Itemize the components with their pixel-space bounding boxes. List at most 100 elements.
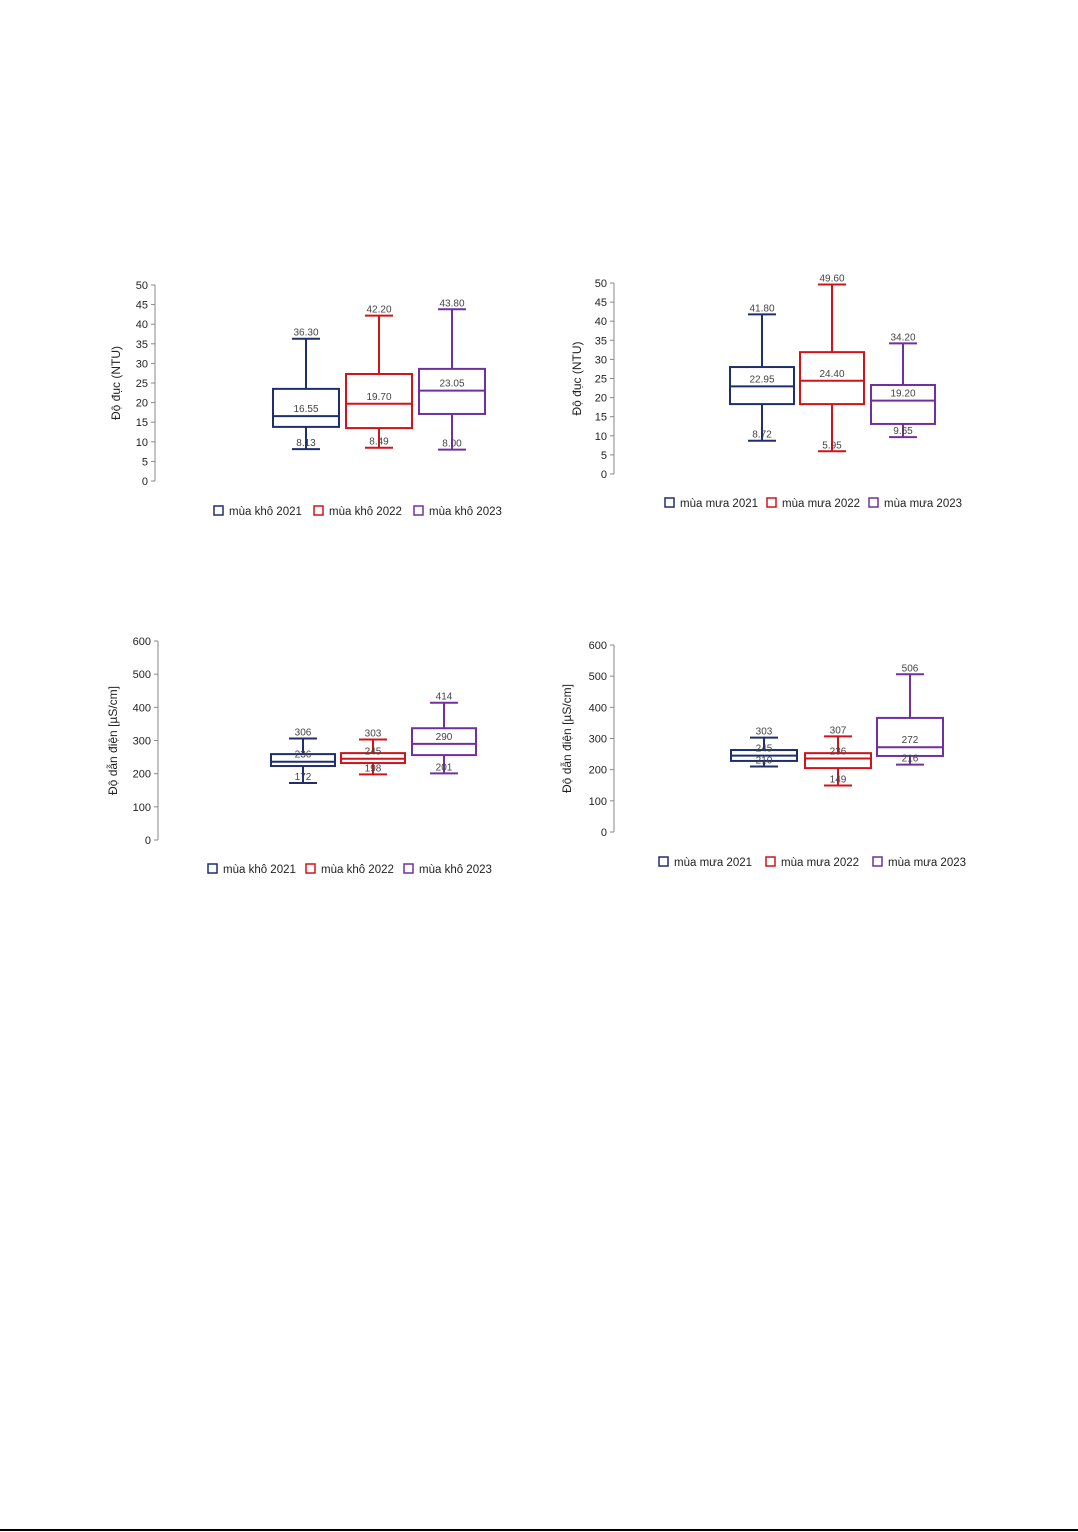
legend-item-1: mùa mưa 2021 bbox=[664, 497, 758, 510]
min-label: 8.13 bbox=[296, 438, 316, 449]
legend-label: mùa khô 2021 bbox=[223, 864, 296, 876]
min-label: 9.65 bbox=[893, 426, 913, 437]
y-tick-label: 0 bbox=[601, 827, 607, 839]
legend-label: mùa khô 2023 bbox=[419, 864, 492, 876]
max-label: 49.60 bbox=[819, 274, 844, 285]
min-label: 5.95 bbox=[822, 440, 842, 451]
y-tick-label: 400 bbox=[589, 702, 607, 714]
legend-swatch bbox=[403, 863, 414, 874]
chart-3: 0 100 200 300 400 500 600 Độ dẫn điện [µS/cm] 30… bbox=[105, 636, 492, 876]
min-label: 216 bbox=[902, 754, 919, 765]
iqr-box bbox=[345, 372, 413, 430]
legend-swatch bbox=[305, 863, 316, 874]
legend-label: mùa khô 2021 bbox=[229, 506, 302, 518]
legend-label: mùa mưa 2021 bbox=[674, 857, 752, 869]
box-1: 36.30 16.55 8.13 bbox=[272, 328, 340, 451]
box-3: 43.80 23.05 8.00 bbox=[418, 298, 486, 451]
legend-label: mùa khô 2022 bbox=[321, 864, 394, 876]
min-label: 210 bbox=[756, 756, 773, 767]
y-tick-label: 200 bbox=[133, 769, 151, 781]
max-label: 36.30 bbox=[293, 328, 318, 339]
y-tick-label: 15 bbox=[595, 412, 607, 424]
y-tick-label: 5 bbox=[142, 456, 148, 468]
legend-item-3: mùa mưa 2023 bbox=[868, 497, 962, 510]
y-tick-label: 100 bbox=[589, 796, 607, 808]
y-axis-title: Độ đục (NTU) bbox=[570, 341, 584, 415]
y-tick-label: 30 bbox=[595, 354, 607, 366]
box-3: 34.20 19.20 9.65 bbox=[870, 332, 936, 439]
min-label: 149 bbox=[830, 775, 847, 786]
median-label: 22.95 bbox=[749, 374, 774, 385]
box-1: 306 236 172 bbox=[270, 728, 336, 784]
legend-swatch bbox=[658, 856, 669, 867]
min-label: 201 bbox=[436, 762, 453, 773]
max-label: 414 bbox=[436, 692, 453, 703]
y-tick-label: 10 bbox=[136, 437, 148, 449]
y-tick-label: 10 bbox=[595, 431, 607, 443]
y-tick-label: 30 bbox=[136, 358, 148, 370]
y-tick-label: 100 bbox=[133, 802, 151, 814]
y-tick-label: 5 bbox=[601, 450, 607, 462]
max-label: 307 bbox=[830, 725, 847, 736]
max-label: 34.20 bbox=[890, 332, 915, 343]
legend-swatch bbox=[766, 497, 777, 508]
y-tick-label: 400 bbox=[133, 702, 151, 714]
iqr-box bbox=[270, 753, 336, 768]
box-2: 42.20 19.70 8.49 bbox=[345, 305, 413, 449]
max-label: 303 bbox=[756, 727, 773, 738]
iqr-box bbox=[272, 387, 340, 428]
legend-swatch bbox=[413, 505, 424, 516]
y-tick-label: 600 bbox=[133, 636, 151, 648]
min-label: 8.00 bbox=[442, 439, 462, 450]
y-tick-label: 0 bbox=[142, 476, 148, 488]
y-tick-label: 500 bbox=[589, 671, 607, 683]
y-tick-label: 25 bbox=[136, 378, 148, 390]
y-tick-label: 20 bbox=[595, 393, 607, 405]
legend-label: mùa mưa 2021 bbox=[680, 498, 758, 510]
legend-swatch bbox=[872, 856, 883, 867]
y-tick-label: 50 bbox=[136, 280, 148, 292]
max-label: 43.80 bbox=[439, 298, 464, 309]
y-tick-label: 40 bbox=[595, 316, 607, 328]
median-label: 16.55 bbox=[293, 404, 318, 415]
legend-swatch bbox=[868, 497, 879, 508]
box-2: 303 245 198 bbox=[340, 729, 406, 776]
legend-item-3: mùa mưa 2023 bbox=[872, 856, 966, 869]
chart-4: 0 100 200 300 400 500 600 Độ dẫn điện [µS/cm] 30… bbox=[559, 640, 966, 869]
y-tick-label: 300 bbox=[133, 736, 151, 748]
legend-swatch bbox=[207, 863, 218, 874]
legend-label: mùa mưa 2023 bbox=[884, 498, 962, 510]
y-axis-title: Độ dẫn điện [µS/cm] bbox=[105, 686, 120, 795]
iqr-box bbox=[799, 351, 865, 406]
median-label: 19.20 bbox=[890, 389, 915, 400]
legend-item-3: mùa khô 2023 bbox=[413, 505, 502, 518]
chart-2: 0 5 10 15 20 25 30 35 40 45 50 Độ đục (NTU) 41.80 22.… bbox=[570, 274, 962, 510]
median-label: 24.40 bbox=[819, 369, 844, 380]
page-bottom-border bbox=[0, 1529, 1078, 1531]
legend-label: mùa mưa 2022 bbox=[782, 498, 860, 510]
median-label: 19.70 bbox=[366, 392, 391, 403]
min-label: 172 bbox=[295, 772, 312, 783]
legend-item-2: mùa mưa 2022 bbox=[766, 497, 860, 510]
max-label: 303 bbox=[365, 729, 382, 740]
legend-item-2: mùa mưa 2022 bbox=[765, 856, 859, 869]
legend-item-2: mùa khô 2022 bbox=[305, 863, 394, 876]
min-label: 8.49 bbox=[369, 437, 389, 448]
y-tick-label: 500 bbox=[133, 669, 151, 681]
max-label: 506 bbox=[902, 663, 919, 674]
legend-item-1: mùa mưa 2021 bbox=[658, 856, 752, 869]
y-tick-label: 300 bbox=[589, 734, 607, 746]
y-tick-label: 20 bbox=[136, 398, 148, 410]
iqr-box bbox=[870, 383, 936, 425]
median-label: 245 bbox=[365, 747, 382, 758]
min-label: 8.72 bbox=[752, 430, 772, 441]
y-tick-label: 35 bbox=[136, 339, 148, 351]
median-label: 290 bbox=[436, 732, 453, 743]
box-3: 414 290 201 bbox=[411, 692, 477, 775]
max-label: 306 bbox=[295, 728, 312, 739]
iqr-box bbox=[876, 716, 944, 757]
legend-item-2: mùa khô 2022 bbox=[313, 505, 402, 518]
median-label: 236 bbox=[295, 750, 312, 761]
min-label: 198 bbox=[365, 763, 382, 774]
